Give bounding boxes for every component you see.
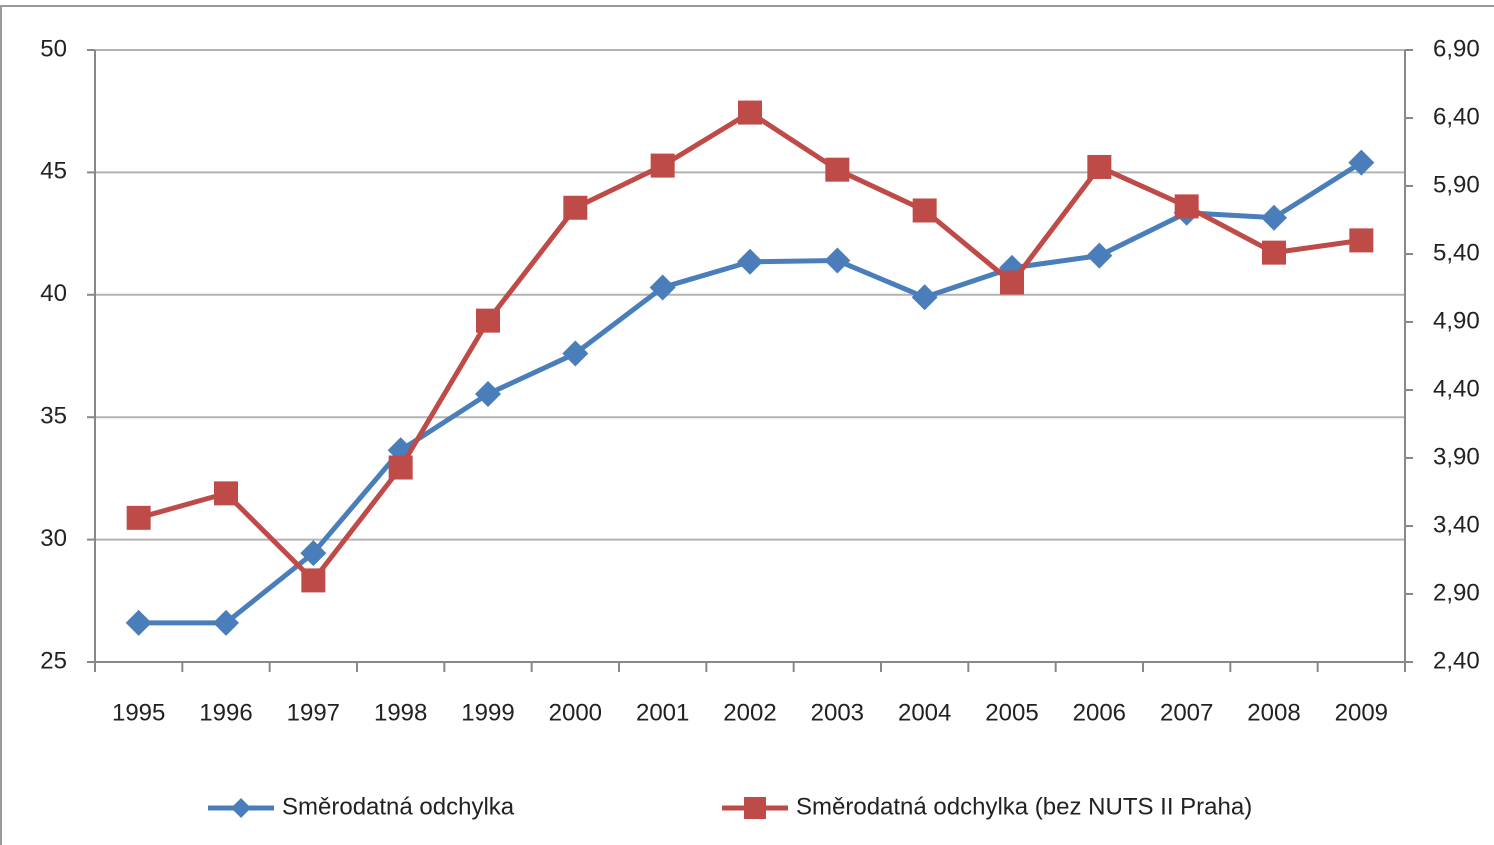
point xyxy=(649,274,676,301)
y2-tick-label: 2,90 xyxy=(1433,579,1480,606)
y2-tick-label: 2,40 xyxy=(1433,647,1480,674)
point xyxy=(1348,149,1375,176)
x-tick-label: 2001 xyxy=(636,699,689,726)
x-tick-label: 2008 xyxy=(1247,699,1300,726)
x-tick-label: 2000 xyxy=(549,699,602,726)
x-tick-label: 2009 xyxy=(1335,699,1388,726)
x-tick-label: 2002 xyxy=(723,699,776,726)
series-line xyxy=(137,110,1362,583)
point xyxy=(214,481,238,506)
point xyxy=(825,157,850,182)
x-tick-label: 1996 xyxy=(199,699,252,726)
point xyxy=(738,100,762,125)
y2-tick-label: 6,90 xyxy=(1433,35,1480,62)
point xyxy=(126,505,151,530)
x-tick-label: 2004 xyxy=(898,699,951,726)
legend-label: Směrodatná odchylka (bez NUTS II Praha) xyxy=(796,793,1252,820)
point xyxy=(388,455,413,480)
x-tick-label: 2007 xyxy=(1160,699,1213,726)
point xyxy=(476,308,500,333)
point xyxy=(1174,194,1199,219)
y2-tick-label: 4,90 xyxy=(1433,307,1480,334)
x-tick-label: 2006 xyxy=(1073,699,1126,726)
point xyxy=(562,340,589,367)
y2-tick-label: 3,90 xyxy=(1433,443,1480,470)
legend-label: Směrodatná odchylka xyxy=(282,793,515,820)
point xyxy=(1086,242,1113,269)
point xyxy=(300,540,327,567)
legend-marker xyxy=(231,798,251,818)
x-tick-label: 1995 xyxy=(112,699,165,726)
y-tick-label: 25 xyxy=(40,647,67,674)
point xyxy=(563,195,588,220)
y-tick-label: 50 xyxy=(40,35,67,62)
x-tick-label: 1997 xyxy=(287,699,340,726)
y-tick-label: 45 xyxy=(40,158,67,185)
legend-marker xyxy=(744,797,766,819)
y2-tick-label: 6,40 xyxy=(1433,103,1480,130)
point xyxy=(824,247,851,274)
point xyxy=(1087,154,1112,179)
y2-tick-label: 5,90 xyxy=(1433,171,1480,198)
point xyxy=(213,609,239,636)
point xyxy=(1000,270,1024,295)
point xyxy=(1261,204,1287,231)
x-tick-label: 2005 xyxy=(985,699,1038,726)
y-tick-label: 35 xyxy=(40,403,67,430)
point xyxy=(650,153,675,178)
y2-tick-label: 4,40 xyxy=(1433,375,1480,402)
point xyxy=(911,284,938,311)
point xyxy=(737,248,763,275)
x-tick-label: 1998 xyxy=(374,699,427,726)
point xyxy=(912,198,937,223)
frame xyxy=(0,5,1494,845)
x-tick-label: 1999 xyxy=(461,699,514,726)
y-tick-label: 30 xyxy=(40,525,67,552)
y2-tick-label: 3,40 xyxy=(1433,511,1480,538)
point xyxy=(475,380,501,407)
y-tick-label: 40 xyxy=(40,280,67,307)
y2-tick-label: 5,40 xyxy=(1433,239,1480,266)
point xyxy=(125,609,152,636)
point xyxy=(1349,228,1374,253)
point xyxy=(1262,240,1286,265)
point xyxy=(301,568,326,593)
x-tick-label: 2003 xyxy=(811,699,864,726)
